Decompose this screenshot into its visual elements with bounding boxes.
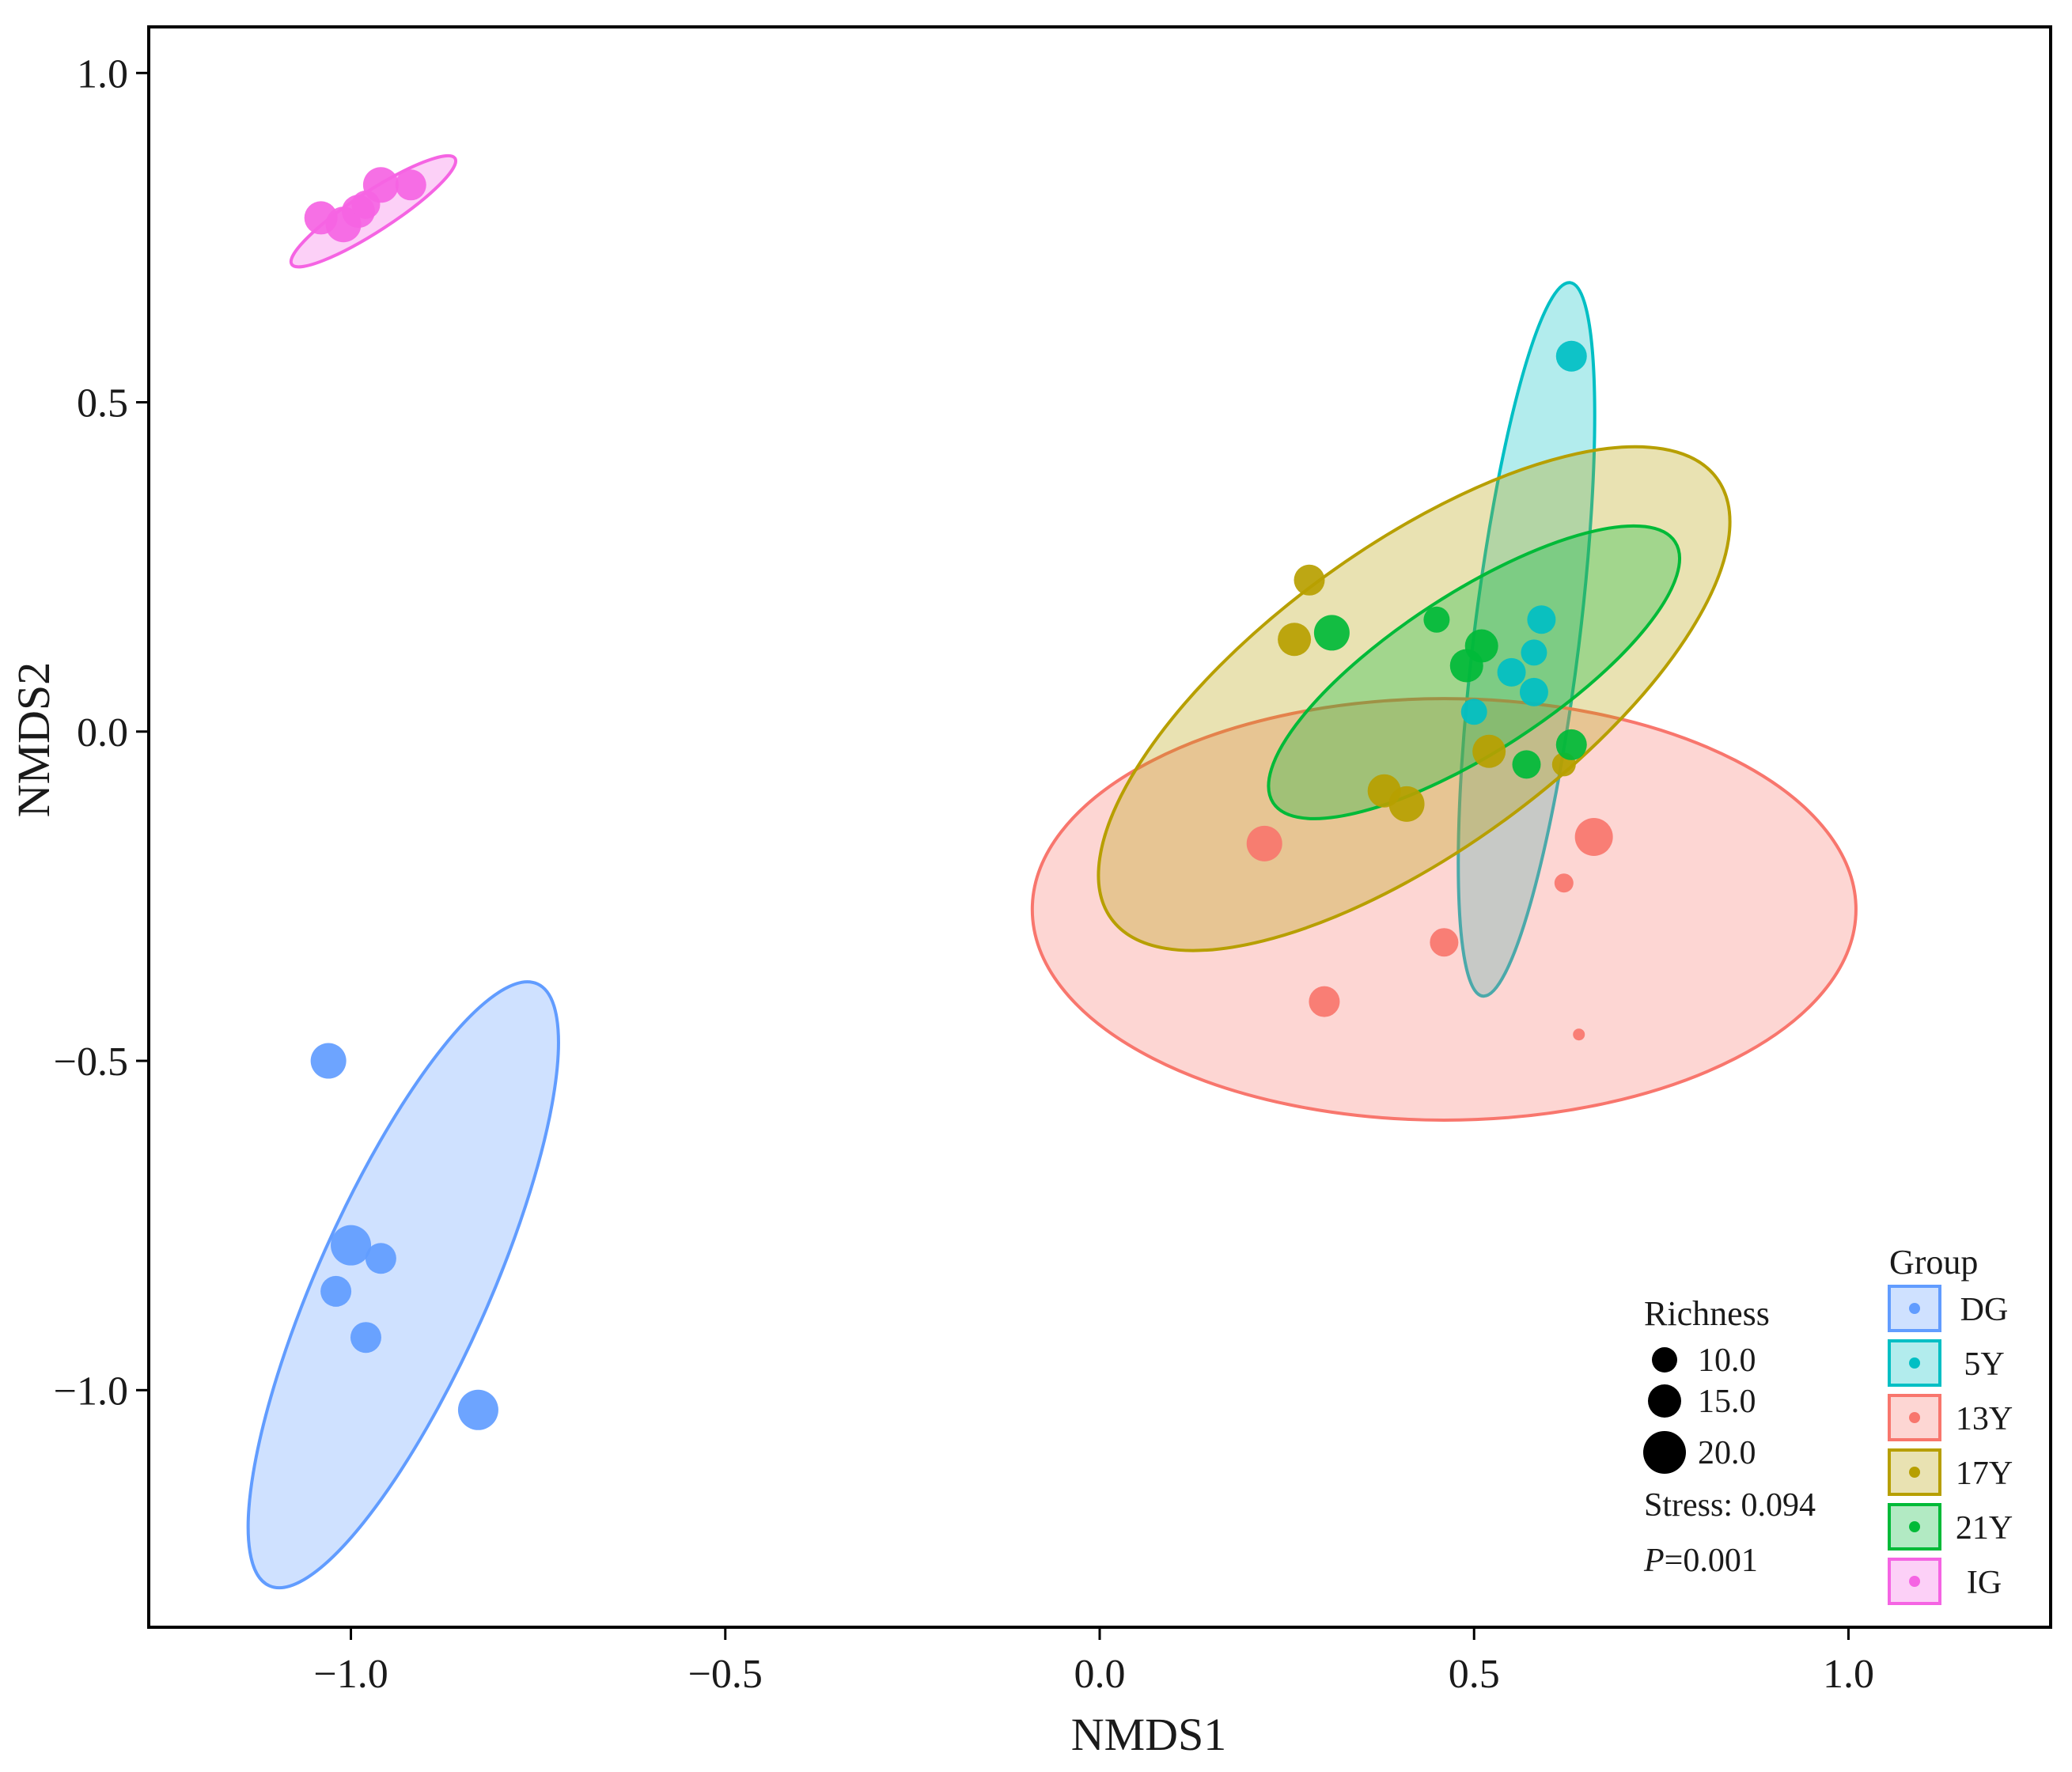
y-tick-label: −0.5 [54, 1039, 128, 1085]
legend-label-5y: 5Y [1964, 1346, 2004, 1383]
point-13y-6 [1573, 1028, 1585, 1041]
point-ig-6 [351, 190, 381, 219]
point-13y-3 [1554, 873, 1574, 893]
p-value-annotation: P=0.001 [1643, 1543, 1758, 1579]
stress-annotation: Stress: 0.094 [1644, 1487, 1816, 1524]
point-dg-3 [365, 1243, 396, 1274]
legend-dot-21y [1909, 1521, 1920, 1532]
richness-legend-label-large: 20.0 [1698, 1435, 1756, 1471]
y-tick-label: 0.0 [77, 710, 128, 755]
richness-legend-key-large [1643, 1431, 1686, 1474]
y-axis-title: NMDS2 [8, 662, 59, 818]
point-21y-6 [1512, 750, 1541, 779]
point-21y-2 [1423, 606, 1450, 633]
x-tick-label: −0.5 [688, 1652, 763, 1697]
point-5y-4 [1497, 657, 1526, 687]
point-5y-6 [1460, 699, 1487, 725]
richness-legend-label-medium: 15.0 [1698, 1384, 1756, 1420]
point-dg-4 [320, 1275, 352, 1307]
y-tick-label: −1.0 [54, 1369, 128, 1414]
richness-legend-key-medium [1648, 1384, 1681, 1418]
legend-label-dg: DG [1960, 1292, 2009, 1328]
point-ig-5 [395, 169, 426, 201]
legend-dot-ig [1909, 1576, 1920, 1587]
point-13y-2 [1574, 817, 1613, 856]
x-tick-label: 1.0 [1823, 1652, 1874, 1697]
point-13y-1 [1246, 825, 1282, 861]
ellipse-dg [246, 980, 560, 1590]
points-layer [304, 167, 1613, 1430]
richness-legend: Richness 10.0 15.0 20.0 Stress: 0.094 P=… [1643, 1294, 1816, 1579]
legend-dot-13y [1909, 1412, 1920, 1423]
point-21y-1 [1313, 615, 1350, 651]
group-legend-title: Group [1889, 1243, 1978, 1282]
point-17y-1 [1294, 564, 1325, 596]
richness-legend-title: Richness [1644, 1294, 1770, 1333]
point-21y-4 [1449, 649, 1483, 683]
legend-label-17y: 17Y [1956, 1456, 2013, 1492]
point-ig-3 [325, 206, 362, 243]
x-tick-label: 0.0 [1074, 1652, 1126, 1697]
p-value-symbol: P [1643, 1543, 1665, 1579]
group-legend: Group DG 5Y 13Y 17Y 21Y IG [1888, 1243, 2013, 1605]
x-tick-label: 0.5 [1449, 1652, 1500, 1697]
point-13y-4 [1430, 928, 1459, 957]
axes-layer: −1.0 −0.5 0.0 0.5 1.0 1.0 0.5 0.0 −0.5 −1.0 [54, 51, 1874, 1697]
legend-key-ig [1888, 1558, 1941, 1605]
x-axis-title: NMDS1 [1071, 1709, 1227, 1760]
point-dg-6 [457, 1389, 498, 1430]
ellipse-17y [1097, 445, 1732, 952]
legend-dot-17y [1909, 1467, 1920, 1478]
point-5y-5 [1519, 677, 1548, 706]
p-value-number: =0.001 [1665, 1543, 1758, 1579]
y-tick-label: 0.5 [77, 381, 128, 426]
point-17y-5 [1472, 734, 1506, 768]
legend-label-ig: IG [1967, 1565, 2002, 1601]
y-tick-label: 1.0 [77, 51, 128, 97]
point-17y-4 [1388, 786, 1425, 822]
ellipse-13y [1030, 697, 1858, 1122]
ellipses-layer [246, 153, 1858, 1590]
legend-dot-dg [1909, 1303, 1920, 1314]
x-tick-label: −1.0 [313, 1652, 388, 1697]
point-17y-2 [1278, 623, 1312, 657]
point-dg-2 [331, 1225, 372, 1266]
point-21y-5 [1555, 729, 1587, 760]
legend-dot-5y [1909, 1357, 1920, 1369]
legend-label-13y: 13Y [1956, 1401, 2013, 1437]
point-5y-1 [1555, 340, 1587, 372]
point-13y-5 [1309, 986, 1340, 1017]
point-dg-5 [350, 1322, 381, 1354]
point-5y-2 [1527, 605, 1556, 634]
richness-legend-key-small [1652, 1347, 1677, 1373]
richness-legend-label-small: 10.0 [1698, 1342, 1756, 1379]
point-5y-3 [1521, 639, 1547, 666]
legend-label-21y: 21Y [1956, 1510, 2013, 1547]
point-dg-1 [310, 1043, 347, 1079]
